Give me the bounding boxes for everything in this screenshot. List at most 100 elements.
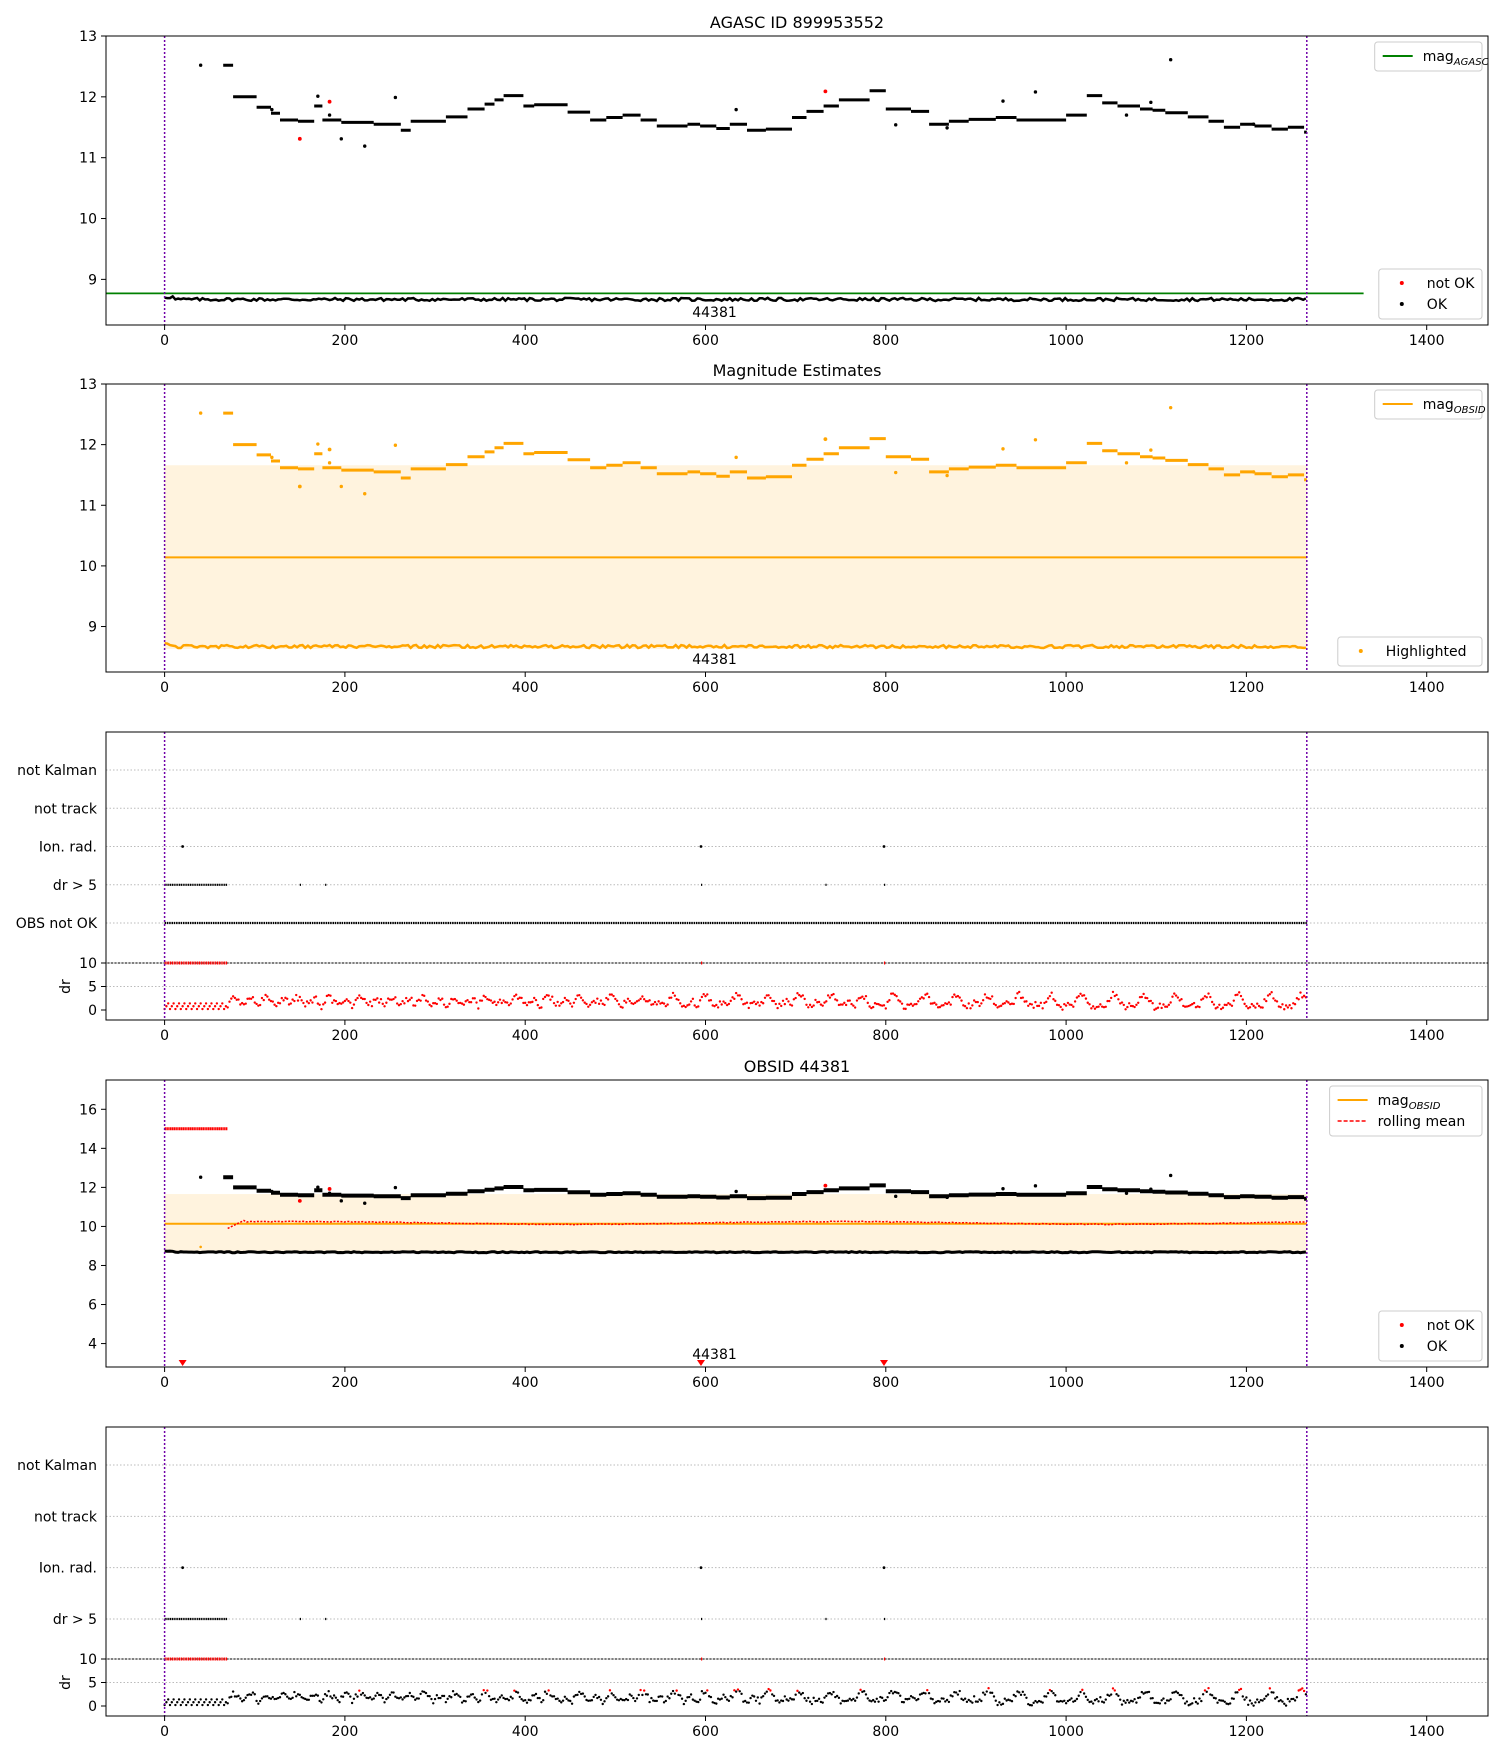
dr-point (1209, 995, 1212, 999)
data-point (363, 1201, 367, 1205)
dr-point (868, 1005, 871, 1008)
dr-point (614, 1696, 617, 1699)
dr-point (1203, 995, 1207, 998)
dr-point (601, 1002, 604, 1006)
dr-point (1182, 1004, 1185, 1008)
y-tick-label: 9 (88, 620, 97, 636)
dr-point (1275, 1000, 1279, 1003)
dr-point (1012, 1002, 1016, 1006)
dr-point (451, 998, 455, 1001)
dr-point (637, 1693, 640, 1697)
dr-point (583, 1001, 586, 1004)
dr-point (368, 1000, 372, 1003)
obsid-label: 44381 (692, 1347, 737, 1363)
dr-point (1084, 1695, 1088, 1699)
dr-point (740, 1692, 743, 1696)
data-point (894, 123, 898, 127)
dr-point (734, 1690, 738, 1693)
x-tick-label: 1400 (1409, 333, 1445, 349)
dr-point (377, 1693, 381, 1697)
dr-point (1223, 1700, 1226, 1703)
dr-point (426, 1694, 430, 1698)
dr-point (1292, 1697, 1295, 1701)
legend-frame (1378, 268, 1483, 320)
dr-point (684, 1005, 687, 1009)
x-tick-label: 400 (512, 1724, 539, 1740)
dr-point (608, 1689, 612, 1692)
dr-point (606, 1695, 610, 1698)
y-tick-label: 9 (88, 272, 97, 288)
dr-point (332, 1694, 336, 1697)
dr-point (1117, 998, 1120, 1001)
dr-point (848, 999, 851, 1002)
dr-point (789, 1003, 792, 1006)
dr-point (1158, 1002, 1162, 1005)
dr-point (927, 995, 931, 999)
dr-point (213, 1701, 217, 1704)
dr-point (947, 1700, 951, 1704)
dr-point (592, 1695, 595, 1699)
dr-point (899, 1694, 902, 1697)
dr-point (547, 1689, 550, 1692)
dr-point (1218, 1698, 1221, 1702)
data-point (1168, 58, 1173, 62)
dr-point (1169, 1001, 1172, 1004)
dr-point (1304, 1693, 1308, 1696)
dr-point (186, 1701, 190, 1704)
dr-point (435, 1002, 439, 1006)
dr-point (1010, 1002, 1014, 1005)
dr-point (305, 1000, 309, 1003)
dr-point (1137, 1696, 1140, 1700)
dr-point (1254, 1006, 1257, 1009)
dr-point (983, 993, 987, 996)
dr-point (495, 1700, 498, 1704)
legend-swatch-dot (1399, 281, 1404, 285)
dr-point (282, 1691, 285, 1695)
dr-point (1192, 1697, 1196, 1700)
dr-point (769, 1689, 772, 1692)
dr-point (244, 1696, 247, 1699)
dr-point (295, 993, 298, 997)
dr-point (475, 1001, 478, 1004)
dr-point (1210, 1694, 1214, 1697)
dr-point (1120, 1001, 1124, 1004)
dr-point (897, 999, 900, 1002)
dr-point (1301, 996, 1304, 999)
dr-point (197, 1701, 201, 1704)
dr-point (626, 997, 630, 1000)
dr-point (1245, 1004, 1248, 1008)
dr-point (565, 1697, 568, 1701)
dr-point (1064, 1004, 1068, 1007)
dr-point (839, 1003, 842, 1006)
dr-point (630, 1694, 633, 1698)
dr-point (1290, 1697, 1293, 1701)
x-tick-label: 0 (160, 1028, 169, 1044)
dr-point (893, 1690, 897, 1694)
dr-point (808, 1003, 812, 1007)
dr-point (1292, 1002, 1295, 1005)
dr-point (484, 1691, 487, 1695)
dr-point (518, 1695, 521, 1699)
dr-point (942, 1004, 945, 1007)
legend-label-subscript: AGASC (1453, 57, 1489, 68)
dr-point (446, 1005, 449, 1008)
dr-point (462, 1699, 466, 1703)
dr-point (338, 1001, 341, 1005)
track-lower-series (164, 294, 1307, 303)
dr-point (278, 1002, 282, 1005)
dr-point (1037, 1699, 1041, 1703)
dr-point (1138, 995, 1142, 999)
dr-point (935, 1700, 938, 1704)
y-tick-label: 10 (79, 559, 97, 575)
dr-point (258, 1699, 262, 1703)
legend-label-text: OK (1427, 1339, 1448, 1355)
dr-point (203, 1005, 206, 1008)
y-tick-label: 4 (88, 1337, 97, 1353)
dr-point (174, 1703, 177, 1707)
dr-point (1003, 1697, 1006, 1700)
dr-point (605, 996, 608, 1000)
dr-point (1068, 1003, 1071, 1006)
dr-point (486, 1689, 489, 1692)
dr-point (816, 1699, 819, 1703)
data-point (363, 144, 367, 148)
